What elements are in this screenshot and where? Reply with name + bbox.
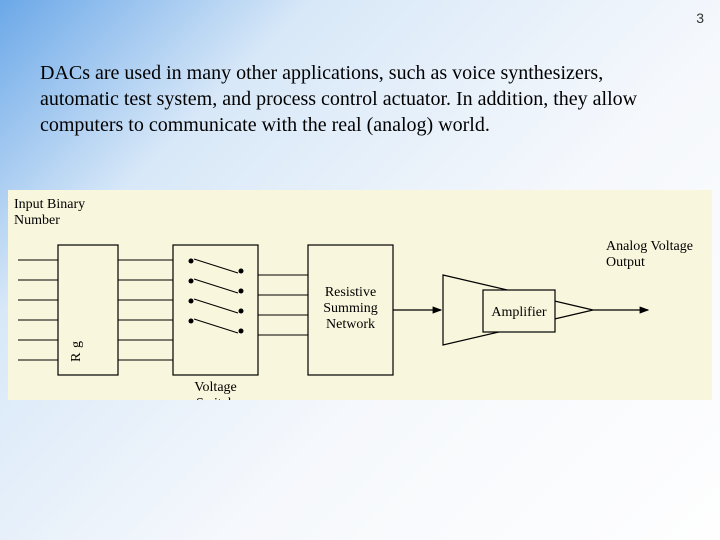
amplifier-label: Amplifier	[491, 305, 547, 320]
summing-label-1: Resistive	[325, 285, 376, 300]
summing-label-3: Network	[326, 317, 375, 332]
output-label-2: Output	[606, 255, 645, 270]
vswitch-label-1: Voltage	[194, 380, 237, 395]
bus-r-to-v	[118, 260, 173, 360]
page-number: 3	[696, 10, 704, 26]
input-label-2: Number	[14, 213, 60, 228]
vswitch-label-2: Switch	[196, 396, 235, 400]
register-label-1: R	[69, 352, 84, 362]
register-block	[58, 245, 118, 375]
switch-symbols	[189, 259, 244, 334]
body-paragraph: DACs are used in many other applications…	[40, 60, 670, 138]
bus-v-to-s	[258, 275, 308, 335]
dac-block-diagram: Input Binary Number R g Voltage Switch R…	[8, 190, 712, 400]
voltage-switch-block	[173, 245, 258, 375]
register-label-2: g	[69, 341, 84, 348]
output-label-1: Analog Voltage	[606, 239, 693, 254]
input-label-1: Input Binary	[14, 197, 85, 212]
input-bus	[18, 260, 58, 360]
summing-label-2: Summing	[323, 301, 377, 316]
